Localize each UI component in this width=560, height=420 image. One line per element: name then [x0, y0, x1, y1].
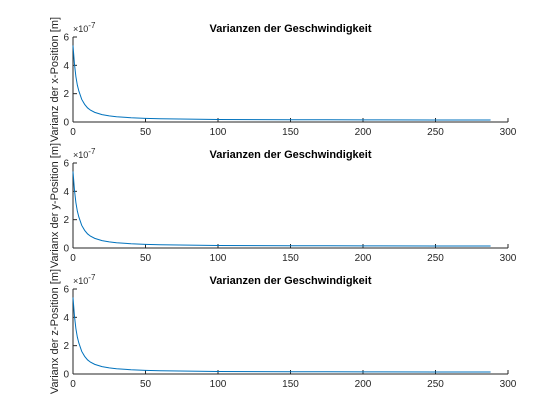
x-tick-label: 0 [70, 253, 76, 264]
x-tick-label: 250 [427, 379, 444, 390]
y-axis-label: Varianx der y-Position [m] [49, 143, 61, 268]
x-tick-label: 250 [427, 253, 444, 264]
y-tick-label: 4 [63, 187, 69, 198]
y-tick-label: 6 [63, 33, 69, 44]
x-tick-label: 150 [282, 379, 299, 390]
x-tick-label: 0 [70, 127, 76, 138]
y-tick-label: 0 [63, 244, 69, 255]
subplot-1: 0 50 100 150 200 250 300 0 2 4 6 ×10-7 Varianzen der… [49, 17, 517, 142]
y-tick-label: 2 [63, 341, 69, 352]
x-tick-label: 50 [140, 253, 152, 264]
x-tick-label: 300 [500, 253, 517, 264]
x-tick-label: 200 [355, 127, 372, 138]
x-tick-label: 150 [282, 127, 299, 138]
x-tick-label: 50 [140, 379, 152, 390]
x-tick-label: 250 [427, 127, 444, 138]
chart-title: Varianzen der Geschwindigkeit [210, 149, 372, 161]
subplot-3: 0 50 100 150 200 250 300 0 2 4 6 ×10-7 Varianzen der… [49, 269, 517, 394]
y-tick-label: 4 [63, 313, 69, 324]
y-exponent-label: ×10-7 [73, 273, 96, 286]
y-tick-label: 6 [63, 285, 69, 296]
x-tick-label: 100 [210, 127, 227, 138]
y-exponent-label: ×10-7 [73, 21, 96, 34]
x-tick-label: 50 [140, 127, 152, 138]
y-exponent-label: ×10-7 [73, 147, 96, 160]
chart-title: Varianzen der Geschwindigkeit [210, 23, 372, 35]
y-tick-label: 2 [63, 215, 69, 226]
series-line-1 [72, 297, 491, 373]
series-line-1 [72, 171, 491, 247]
chart-title: Varianzen der Geschwindigkeit [210, 275, 372, 287]
y-tick-label: 0 [63, 118, 69, 129]
x-tick-label: 100 [210, 253, 227, 264]
y-axis-label: Varianx der z-Position [m] [49, 269, 61, 394]
y-tick-label: 6 [63, 159, 69, 170]
series-line-1 [72, 45, 491, 121]
y-tick-label: 4 [63, 61, 69, 72]
x-tick-label: 300 [500, 379, 517, 390]
x-tick-label: 0 [70, 379, 76, 390]
x-tick-label: 300 [500, 127, 517, 138]
subplot-2: 0 50 100 150 200 250 300 0 2 4 6 ×10-7 Varianzen der… [49, 143, 517, 268]
y-tick-label: 2 [63, 89, 69, 100]
y-axis-label: Varianz der x-Position [m] [49, 17, 61, 142]
x-tick-label: 150 [282, 253, 299, 264]
x-tick-label: 200 [355, 253, 372, 264]
x-tick-label: 200 [355, 379, 372, 390]
y-tick-label: 0 [63, 370, 69, 381]
x-tick-label: 100 [210, 379, 227, 390]
